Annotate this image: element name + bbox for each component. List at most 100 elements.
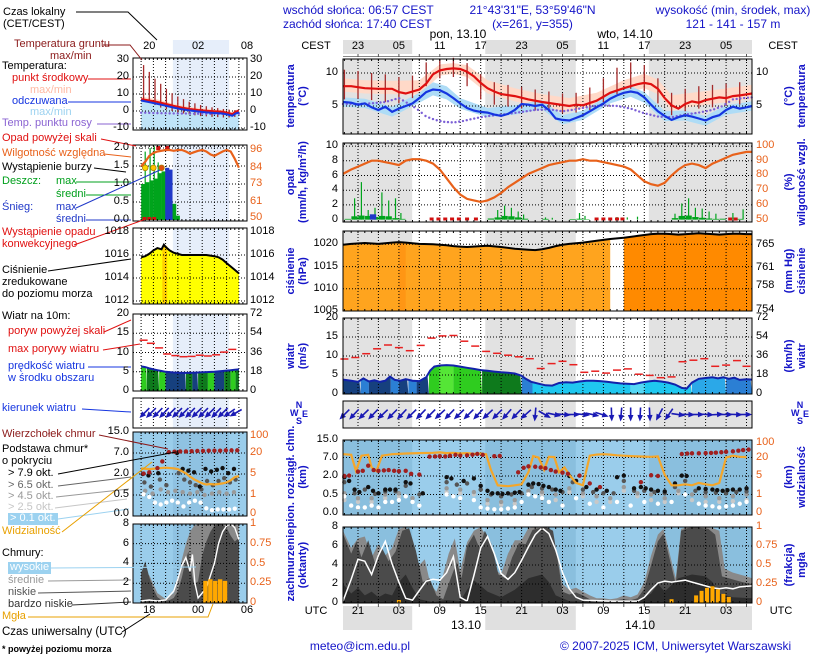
- compass-s: S: [796, 416, 804, 426]
- axis-title-left-unit: (hPa): [297, 257, 310, 285]
- axis-title-left-unit: (m/s): [297, 342, 310, 370]
- tick-label: 54: [250, 326, 263, 339]
- tick-label: 18: [250, 364, 263, 377]
- utc-tick: 15: [474, 605, 487, 617]
- legend-średni: średni: [56, 188, 86, 200]
- sunrise-text: wschód słońca: 06:57 CEST: [283, 3, 434, 17]
- legend--0-1-okt-: > 0.1 okt.: [8, 512, 58, 525]
- legend-bardzo-niskie: bardzo niskie: [8, 598, 73, 610]
- mini-utc-tick: 06: [240, 604, 254, 616]
- tick-label: -10: [113, 121, 129, 133]
- tick-label: 0.0: [322, 506, 338, 518]
- legend-max-min: max/min: [50, 50, 92, 62]
- tick-label: 2.0: [322, 469, 338, 481]
- compass-e: E: [302, 409, 309, 419]
- axis-title-right-unit: (km): [783, 465, 796, 489]
- tick-label: 5: [756, 469, 763, 481]
- axis-title-left: opad: [285, 168, 298, 196]
- tick-label: 10: [250, 87, 263, 99]
- tick-label: 73: [250, 177, 263, 189]
- tick-label: 15: [116, 326, 129, 339]
- legend-odczuwana: odczuwana: [12, 95, 68, 107]
- tick-label: 0: [122, 384, 129, 396]
- legend-ciśnienie: Ciśnienie: [2, 264, 48, 276]
- tick-label: 0.75: [756, 539, 778, 551]
- sunset-text: zachód słońca: 17:40 CEST: [283, 17, 432, 31]
- legend-wierzchołek-chmur: Wierzchołek chmur: [2, 428, 96, 440]
- tick-label: 0: [250, 596, 257, 608]
- tick-label: 0: [250, 104, 257, 116]
- legend-opad-powyżej-skali: Opad powyżej skali: [2, 132, 97, 144]
- tick-label: 50: [756, 212, 769, 225]
- legend-śnieg-: Śnieg:: [2, 201, 34, 213]
- tick-label: 96: [250, 143, 263, 155]
- tick-label: 20: [325, 311, 338, 323]
- day-header-mon: pon, 13.10: [429, 27, 487, 41]
- tick-label: 0.5: [113, 488, 129, 500]
- tick-label: 1.0: [113, 177, 129, 189]
- legend--6-5-okt-: > 6.5 okt.: [8, 479, 54, 491]
- legend-max: max: [56, 175, 77, 187]
- axis-title-left: zachmurzenie: [285, 528, 298, 602]
- axis-title-right: mgła: [796, 552, 809, 578]
- tick-label: 1: [756, 487, 763, 500]
- tick-label: 36: [250, 345, 263, 358]
- tick-label: 100: [250, 429, 269, 441]
- utc-tick: 09: [597, 605, 610, 617]
- compass-w: W: [290, 408, 299, 418]
- tick-label: 20: [116, 70, 129, 82]
- tick-label: 0: [250, 384, 257, 396]
- tick-label: 1018: [250, 225, 275, 237]
- legend-średni: średni: [56, 213, 86, 225]
- axis-title-left-unit: (km): [297, 465, 310, 489]
- cest-tick: 11: [434, 40, 446, 52]
- tick-label: 1016: [250, 248, 275, 260]
- legend--4-5-okt-: > 4.5 okt.: [8, 490, 54, 502]
- altitude-label: wysokość (min, środek, max): [655, 3, 811, 17]
- tick-label: 1005: [313, 304, 338, 316]
- tick-label: 0.25: [250, 576, 272, 589]
- tick-label: 1: [250, 488, 257, 500]
- legend-poryw-powyżej-skali: poryw powyżej skali: [8, 325, 106, 337]
- tick-label: 6: [331, 168, 338, 181]
- legend--7-9-okt-: > 7.9 okt.: [8, 467, 54, 479]
- day-footer-mon: 13.10: [450, 618, 482, 632]
- tick-label: 761: [756, 261, 775, 274]
- legend-mgła: Mgła: [2, 610, 26, 622]
- tick-label: 0: [331, 387, 338, 399]
- axis-title-right-unit: (°C): [783, 86, 796, 106]
- cest-tick: 23: [351, 40, 365, 52]
- tick-label: 10: [116, 87, 129, 99]
- utc-tick: 09: [433, 605, 446, 617]
- tick-label: 10: [325, 66, 338, 78]
- tick-label: 0: [331, 596, 338, 608]
- tick-label: 10: [756, 66, 769, 78]
- legend--2-5-okt-: > 2.5 okt.: [8, 501, 54, 513]
- cest-tick: 17: [638, 40, 651, 52]
- legend-temperatura-: Temperatura:: [2, 60, 67, 72]
- mini-cest-tick: 20: [143, 40, 156, 52]
- tick-label: 0: [250, 507, 257, 519]
- contact-email-link[interactable]: meteo@icm.edu.pl: [309, 639, 411, 653]
- tick-label: 2: [331, 577, 338, 589]
- axis-title-right-unit: (%): [783, 173, 796, 191]
- cest-tick: 05: [719, 40, 733, 52]
- axis-title-right: temperatura: [796, 64, 809, 128]
- axis-title-left: wiatr: [285, 343, 298, 369]
- tick-label: 20: [250, 446, 263, 458]
- cest-tick: 23: [679, 40, 692, 52]
- legend-chmury-: Chmury:: [2, 547, 44, 559]
- tick-label: 4: [331, 183, 338, 196]
- tick-label: 100: [756, 139, 775, 151]
- tick-label: 36: [756, 349, 769, 361]
- cest-caption-left: CEST: [301, 40, 331, 52]
- tick-label: 15.0: [107, 425, 129, 437]
- tick-label: 15: [325, 330, 338, 342]
- compass-w: W: [791, 408, 800, 418]
- legend-widzialność: Widzialność: [2, 525, 61, 537]
- tick-label: 90: [756, 153, 769, 166]
- tick-label: 7.0: [322, 450, 338, 463]
- legend-czas-uniwersalny-utc-: Czas uniwersalny (UTC): [2, 626, 127, 638]
- utc-tick: 21: [679, 605, 692, 617]
- legend-zredukowane: zredukowane: [2, 276, 68, 288]
